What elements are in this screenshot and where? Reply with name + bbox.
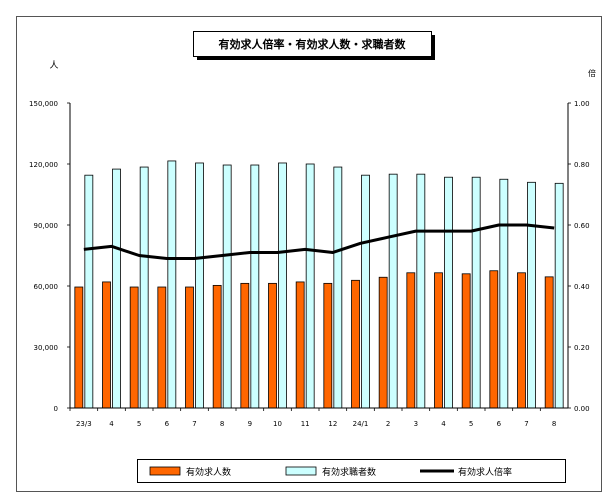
bar-job-seekers (250, 164, 260, 409)
bar-job-seekers (84, 174, 94, 409)
left-tick-label: 30,000 (34, 344, 59, 352)
bar-job-seekers (167, 160, 177, 409)
x-tick-label: 8 (220, 420, 224, 428)
left-tick-label: 60,000 (34, 283, 59, 291)
x-tick-label: 11 (301, 420, 310, 428)
x-tick-label: 4 (441, 420, 446, 428)
bar-job-seekers (139, 166, 149, 409)
bar-job-offers (74, 286, 84, 409)
legend-label: 有効求職者数 (322, 466, 376, 478)
right-tick-label: 0.40 (574, 283, 590, 291)
left-tick-label: 0 (54, 405, 58, 413)
bar-job-offers (295, 281, 305, 409)
x-tick-label: 6 (497, 420, 502, 428)
x-tick-label: 24/1 (353, 420, 369, 428)
legend-label: 有効求人数 (186, 466, 231, 478)
right-tick-label: 0.20 (574, 344, 590, 352)
bar-job-offers (102, 281, 111, 409)
x-tick-label: 5 (137, 420, 141, 428)
x-tick-label: 10 (273, 420, 282, 428)
legend-label: 有効求人倍率 (458, 466, 512, 478)
legend-swatch (149, 466, 181, 476)
x-tick-label: 7 (524, 420, 528, 428)
bar-job-offers (240, 282, 250, 409)
x-tick-label: 12 (328, 420, 337, 428)
right-axis-label: 倍 (588, 68, 596, 78)
bar-job-seekers (554, 182, 564, 409)
bar-job-seekers (416, 173, 426, 409)
bar-job-offers (157, 286, 167, 409)
tick-labels: 23/3 4 5 6 7 8 9 10 11 12 24/1 2 3 4 5 6 7 8 0 30,000 60,000… (29, 100, 590, 428)
left-tick-label: 90,000 (34, 222, 59, 230)
bar-job-seekers (444, 176, 453, 409)
x-tick-label: 4 (109, 420, 114, 428)
bar-job-offers (323, 282, 333, 409)
left-tick-label: 120,000 (29, 161, 58, 169)
bar-job-offers (434, 272, 443, 409)
bar-job-seekers (195, 162, 204, 409)
bar-job-offers (461, 273, 471, 409)
chart-title: 有効求人倍率・有効求人数・求職者数 (219, 37, 407, 51)
bar-job-seekers (305, 163, 315, 409)
bar-job-offers (378, 276, 388, 409)
bar-job-seekers (499, 178, 509, 409)
x-tick-label: 8 (552, 420, 556, 428)
right-tick-label: 0.00 (574, 405, 590, 413)
legend-box (137, 459, 566, 483)
bar-job-seekers (333, 166, 343, 409)
bar-job-seekers (471, 176, 481, 409)
x-tick-label: 5 (469, 420, 473, 428)
x-tick-label: 3 (414, 420, 418, 428)
bar-job-seekers (361, 174, 370, 409)
x-tick-label: 9 (248, 420, 252, 428)
bar-job-offers (268, 282, 277, 409)
bar-job-offers (185, 286, 194, 409)
x-tick-label: 7 (192, 420, 196, 428)
title-box (193, 31, 432, 57)
legend-swatch (285, 466, 317, 476)
right-tick-label: 0.80 (574, 161, 590, 169)
bar-job-offers (544, 276, 554, 409)
bar-job-seekers (222, 164, 232, 409)
bar-job-seekers (388, 173, 398, 409)
legend: 有効求人数 有効求職者数 有効求人倍率 (149, 466, 512, 478)
left-axis-label: 人 (49, 60, 58, 71)
bar-job-seekers (278, 162, 287, 409)
right-tick-label: 1.00 (574, 100, 590, 108)
bar-job-offers (351, 279, 360, 409)
bar-job-offers (406, 272, 416, 409)
line-job-ratio (83, 223, 555, 261)
bar-job-offers (517, 272, 526, 409)
right-tick-label: 0.60 (574, 222, 590, 230)
bar-job-offers (212, 284, 222, 409)
axes-layer (67, 102, 571, 411)
x-tick-label: 2 (386, 420, 390, 428)
bar-job-offers (129, 286, 139, 409)
bar-job-seekers (527, 181, 536, 409)
x-tick-label: 6 (165, 420, 170, 428)
left-tick-label: 150,000 (29, 100, 58, 108)
bar-job-seekers (112, 168, 121, 409)
bar-job-offers (489, 270, 499, 409)
bars-layer (74, 160, 564, 409)
line-layer (83, 223, 555, 261)
x-tick-label: 23/3 (76, 420, 92, 428)
